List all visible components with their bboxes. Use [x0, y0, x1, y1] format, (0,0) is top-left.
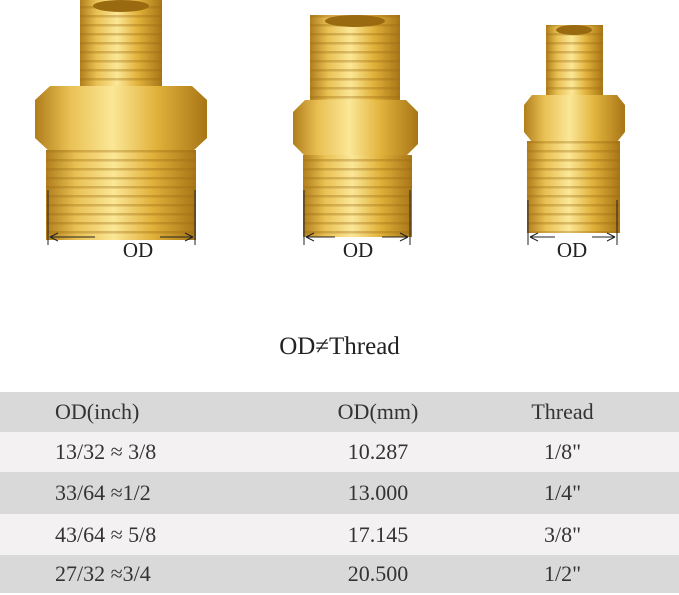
- fitting-medium: [293, 15, 418, 245]
- title: OD≠Thread: [279, 333, 400, 360]
- table-row: 27/32 ≈3/4 20.500 1/2": [0, 555, 679, 593]
- cell-od-inch: 13/32 ≈ 3/8: [55, 439, 157, 464]
- cell-thread: 3/8": [543, 521, 582, 547]
- cell-thread: 1/2": [543, 561, 582, 586]
- brass-fittings-illustration: [35, 0, 625, 245]
- cell-thread: 1/8": [543, 439, 582, 464]
- fitting-small: [524, 25, 625, 245]
- table-row: 13/32 ≈ 3/8 10.287 1/8": [0, 432, 679, 472]
- fitting-large: [35, 0, 207, 245]
- table-row: 33/64 ≈1/2 13.000 1/4": [0, 472, 679, 514]
- cell-od-inch: 27/32 ≈3/4: [55, 561, 151, 586]
- cell-od-mm: 20.500: [347, 561, 409, 586]
- od-label-medium: OD: [342, 238, 374, 262]
- cell-od-mm: 13.000: [347, 480, 409, 505]
- cell-od-inch: 33/64 ≈1/2: [55, 480, 151, 505]
- size-table: OD(inch) OD(mm) Thread 13/32 ≈ 3/8 10.28…: [0, 392, 679, 593]
- cell-od-mm: 10.287: [347, 439, 409, 464]
- header-od-mm: OD(mm): [337, 399, 419, 424]
- header-thread: Thread: [531, 399, 594, 424]
- table-row: 43/64 ≈ 5/8 17.145 3/8": [0, 514, 679, 555]
- cell-od-inch: 43/64 ≈ 5/8: [55, 521, 157, 547]
- cell-od-mm: 17.145: [347, 521, 409, 547]
- od-label-large: OD: [122, 238, 154, 262]
- header-od-inch: OD(inch): [55, 399, 140, 424]
- table-header: OD(inch) OD(mm) Thread: [0, 392, 679, 432]
- od-label-small: OD: [556, 238, 588, 262]
- cell-thread: 1/4": [543, 480, 582, 505]
